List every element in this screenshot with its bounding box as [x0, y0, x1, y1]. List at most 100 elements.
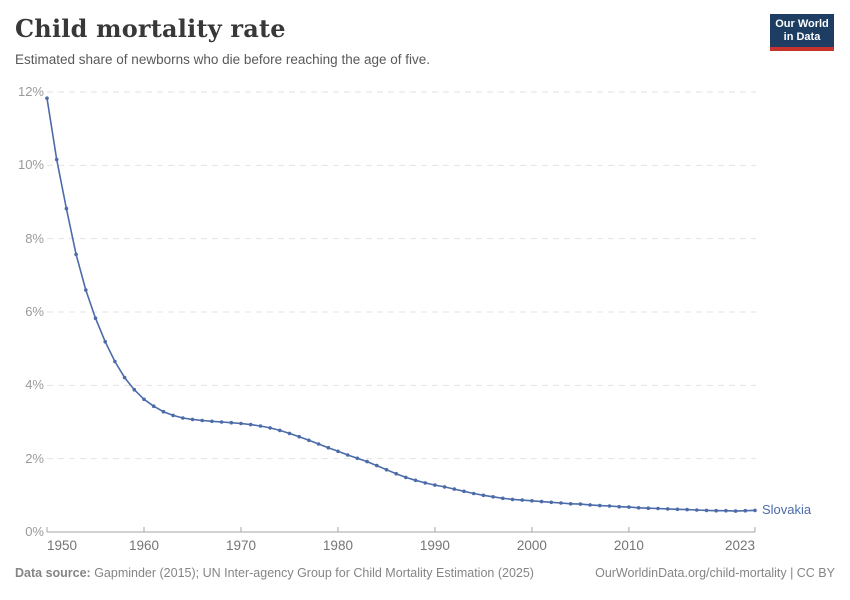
x-tick-label: 1950	[47, 538, 78, 553]
data-point[interactable]	[433, 483, 437, 487]
y-tick-label: 10%	[17, 157, 44, 173]
data-point[interactable]	[413, 478, 418, 483]
x-tick-label: 1970	[225, 538, 256, 553]
data-point[interactable]	[345, 453, 350, 457]
data-point[interactable]	[190, 417, 195, 422]
data-point[interactable]	[627, 505, 631, 509]
data-point[interactable]	[84, 288, 88, 292]
data-point[interactable]	[549, 500, 554, 505]
data-point[interactable]	[501, 496, 505, 501]
data-point[interactable]	[375, 463, 379, 468]
data-point[interactable]	[132, 387, 137, 392]
data-point[interactable]	[365, 459, 369, 464]
data-point[interactable]	[636, 506, 641, 510]
y-tick-label: 8%	[25, 230, 44, 246]
data-point[interactable]	[151, 404, 156, 409]
data-point[interactable]	[181, 416, 185, 420]
data-point[interactable]	[617, 504, 621, 509]
data-point[interactable]	[724, 508, 728, 513]
data-point[interactable]	[471, 491, 476, 496]
owid-url-link[interactable]: OurWorldinData.org/child-mortality | CC …	[595, 566, 835, 580]
data-point[interactable]	[714, 508, 718, 513]
data-point[interactable]	[481, 493, 486, 498]
y-tick-label: 12%	[17, 84, 44, 99]
series-label-slovakia[interactable]: Slovakia	[762, 502, 812, 518]
data-point[interactable]	[520, 498, 524, 502]
series-line[interactable]	[46, 97, 756, 512]
data-point[interactable]	[423, 481, 428, 485]
data-point[interactable]	[355, 456, 360, 461]
data-point[interactable]	[578, 502, 583, 506]
data-point[interactable]	[704, 508, 709, 513]
data-point[interactable]	[219, 420, 224, 424]
data-point[interactable]	[384, 467, 389, 472]
data-point[interactable]	[287, 431, 292, 436]
data-point[interactable]	[646, 506, 651, 511]
y-tick-label: 4%	[25, 377, 44, 393]
chart-title: Child mortality rate	[15, 14, 286, 43]
data-point[interactable]	[685, 507, 689, 512]
data-point[interactable]	[113, 359, 117, 364]
owid-logo-line1: Our World	[775, 18, 829, 30]
data-point[interactable]	[491, 495, 495, 499]
data-point[interactable]	[268, 426, 272, 430]
data-point[interactable]	[695, 508, 699, 512]
x-tick-label: 1960	[128, 538, 159, 553]
data-point[interactable]	[743, 508, 748, 513]
data-source-label: Data source:	[15, 566, 91, 580]
data-point[interactable]	[229, 420, 234, 425]
data-point[interactable]	[45, 96, 49, 100]
data-point[interactable]	[239, 421, 243, 426]
chart-footer: Data source: Gapminder (2015); UN Inter-…	[15, 566, 835, 580]
data-point[interactable]	[210, 419, 214, 424]
owid-logo[interactable]: Our World in Data	[770, 14, 834, 51]
data-point[interactable]	[675, 507, 680, 512]
data-point[interactable]	[665, 507, 670, 511]
chart-subtitle: Estimated share of newborns who die befo…	[15, 52, 430, 67]
data-point[interactable]	[539, 499, 544, 504]
data-point[interactable]	[733, 509, 738, 513]
y-tick-label: 2%	[25, 450, 44, 466]
data-point[interactable]	[656, 506, 660, 511]
data-point[interactable]	[103, 339, 107, 344]
y-tick-label: 6%	[25, 304, 44, 319]
data-point[interactable]	[93, 316, 98, 321]
data-point[interactable]	[74, 252, 78, 257]
data-point[interactable]	[316, 442, 321, 446]
x-tick-label: 2000	[516, 538, 547, 553]
data-point[interactable]	[530, 499, 534, 503]
data-point[interactable]	[326, 445, 331, 450]
data-point[interactable]	[258, 424, 263, 428]
data-point[interactable]	[200, 418, 204, 423]
data-point[interactable]	[171, 413, 175, 418]
data-point[interactable]	[64, 206, 69, 211]
data-point[interactable]	[297, 434, 302, 439]
data-source-text: Gapminder (2015); UN Inter-agency Group …	[90, 566, 534, 580]
data-point[interactable]	[336, 449, 340, 454]
data-point[interactable]	[394, 471, 399, 476]
data-point[interactable]	[122, 375, 127, 380]
data-point[interactable]	[278, 428, 282, 433]
x-tick-label: 1990	[419, 538, 450, 553]
data-point[interactable]	[559, 501, 563, 505]
data-point[interactable]	[510, 497, 515, 502]
data-point[interactable]	[442, 485, 447, 489]
data-point[interactable]	[598, 503, 602, 508]
data-point[interactable]	[462, 489, 466, 494]
data-source-note: Data source: Gapminder (2015); UN Inter-…	[15, 566, 534, 580]
data-point[interactable]	[161, 409, 166, 414]
x-tick-label: 2010	[613, 538, 644, 553]
data-point[interactable]	[568, 502, 573, 506]
data-point[interactable]	[753, 508, 757, 513]
data-point[interactable]	[54, 157, 59, 162]
y-tick-label: 0%	[25, 524, 44, 539]
data-point[interactable]	[248, 422, 253, 427]
data-point[interactable]	[588, 503, 592, 507]
data-point[interactable]	[307, 438, 311, 443]
data-point[interactable]	[452, 487, 457, 491]
data-point[interactable]	[142, 397, 146, 402]
data-point[interactable]	[404, 475, 408, 480]
data-point[interactable]	[607, 504, 612, 508]
